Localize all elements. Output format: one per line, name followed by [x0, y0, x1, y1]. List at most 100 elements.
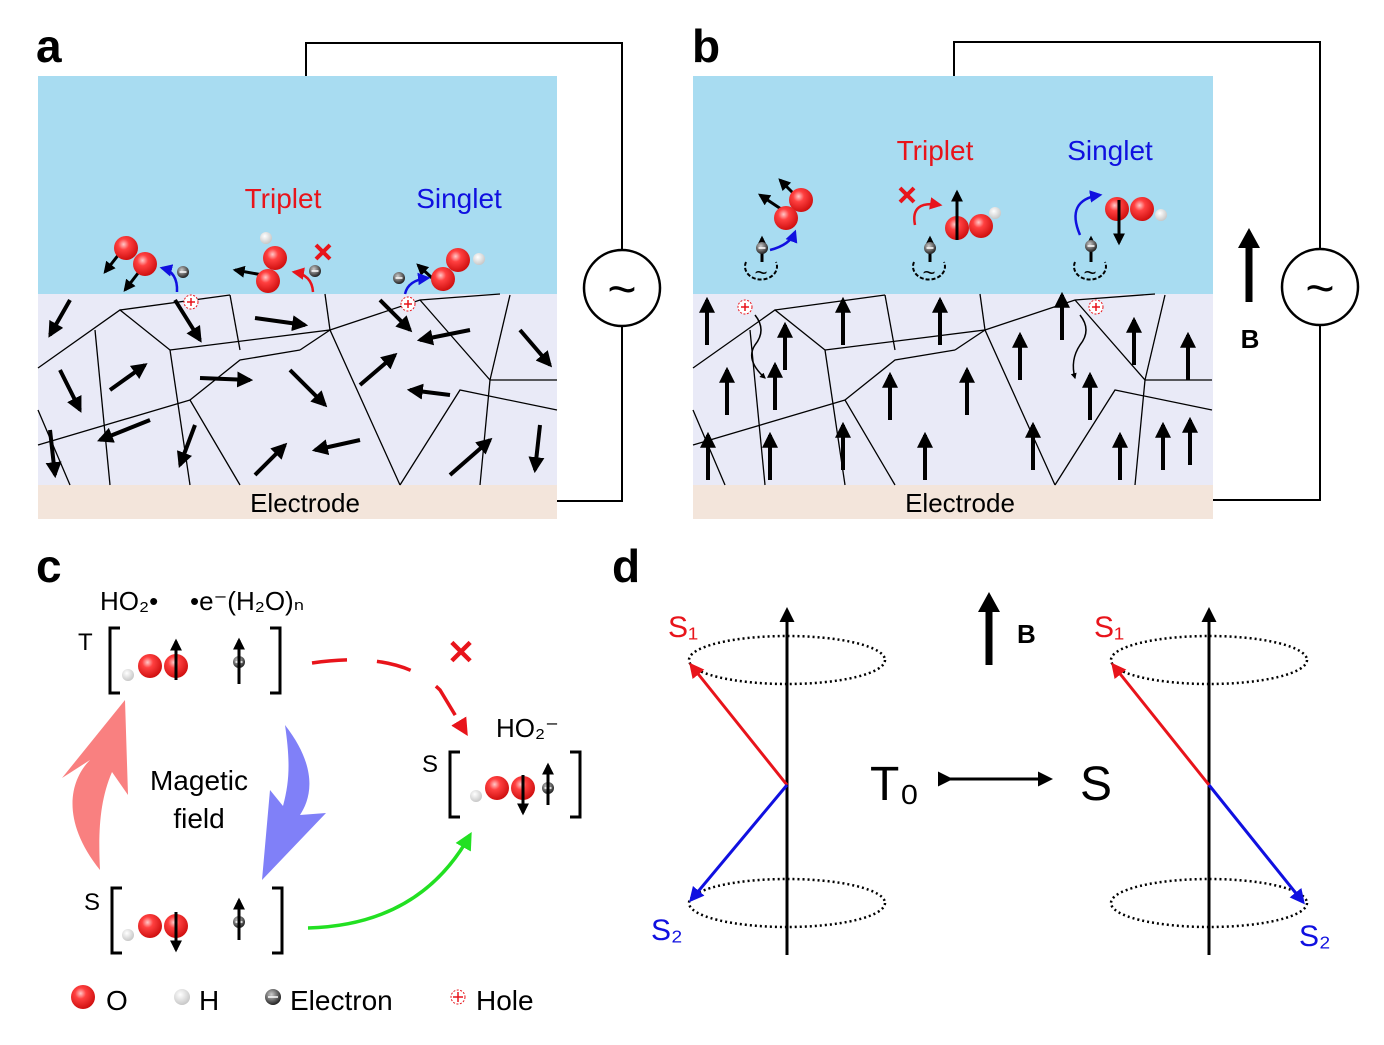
spin-s1-vector: [1111, 662, 1211, 786]
hydrogen-atom-icon: [473, 253, 485, 265]
oxygen-atom-icon: [256, 269, 280, 293]
oxygen-atom-icon: [114, 236, 138, 260]
grain-boundary: [94, 329, 111, 486]
hole-path: [750, 314, 766, 379]
panel-letter-c: c: [36, 540, 62, 592]
hydrogen-atom-icon: [260, 232, 272, 244]
polarization-arrow: [173, 298, 202, 343]
legend-label: Electron: [290, 985, 393, 1016]
oxygen-atom-icon: [485, 776, 509, 800]
precession-cone: [687, 634, 887, 686]
electron-transfer-arrow: [159, 264, 179, 293]
product-state-label: S: [422, 751, 438, 778]
panel-c: c HO₂• •e⁻(H₂O)ₙ T S S HO₂⁻ Magetic fiel…: [36, 540, 582, 955]
blue-conversion-arrow-icon: [262, 725, 326, 880]
circuit-wire: [557, 326, 623, 502]
hydrogen-atom-icon: [1155, 209, 1167, 221]
hole-path: [1070, 314, 1087, 380]
blocked-cross-icon: [314, 243, 332, 261]
electron-transfer-arrow: [1074, 190, 1103, 236]
magnetic-field-arrowhead: [978, 592, 1000, 612]
polarization-arrow: [199, 371, 254, 388]
polarization-arrow: [108, 363, 148, 392]
grain-boundary: [954, 329, 986, 351]
grain-boundary: [1134, 379, 1146, 486]
bracket: [448, 750, 582, 819]
precession-cone: [1109, 877, 1309, 929]
panel-b: b Electrode ~ B Triplet Singlet ~ ~ ~: [692, 20, 1360, 519]
ac-symbol: ~: [1305, 260, 1334, 316]
panel-a: a Electrode ~ Triplet Singlet: [36, 20, 662, 519]
grain-boundary: [189, 349, 301, 401]
singlet-label: Singlet: [416, 183, 502, 214]
polarization-arrow: [518, 328, 553, 368]
s2-label: S₂: [651, 914, 683, 947]
s1-label: S₁: [1094, 611, 1124, 644]
oxygen-atom-icon: [138, 654, 162, 678]
vortex-symbol: ~: [755, 260, 768, 285]
panel-letter-b: b: [692, 20, 720, 72]
oxygen-atom-icon: [71, 985, 95, 1009]
vortex-icon: [912, 261, 946, 281]
molecules: ~ ~ ~: [737, 178, 1167, 380]
polarization-arrow: [378, 298, 413, 333]
vortex-symbol: ~: [923, 260, 936, 285]
polarization-arrow: [288, 368, 328, 408]
electrode-label: Electrode: [905, 488, 1015, 518]
singlet-state-label: S: [84, 889, 100, 916]
circuit-wire: [305, 42, 623, 250]
electron-transfer-arrow: [769, 229, 798, 252]
vortex-icon: [1073, 261, 1107, 281]
s2-label: S₂: [1299, 920, 1331, 953]
molecule-complexes: [108, 626, 582, 955]
blocked-cross-icon: [898, 186, 916, 204]
spin-s2-vector: [689, 784, 789, 903]
grain-boundary: [299, 329, 331, 351]
domain-arrows: [45, 298, 553, 479]
precession-cone: [687, 877, 887, 929]
electron-transfer-arrow: [913, 197, 943, 226]
solvated-electron-label: •e⁻(H₂O)ₙ: [190, 586, 304, 616]
radical-label: HO₂•: [100, 586, 158, 616]
grain-boundary: [37, 409, 71, 486]
oxygen-atom-icon: [1105, 197, 1129, 221]
hydrogen-atom-icon: [122, 669, 134, 681]
oxygen-atom-icon: [446, 248, 470, 272]
oxygen-atom-icon: [774, 206, 798, 230]
grain-boundary: [749, 329, 766, 486]
panel-letter-a: a: [36, 20, 62, 72]
triplet-label: Triplet: [897, 135, 974, 166]
circuit-wire: [953, 41, 1321, 249]
polarization-arrow: [448, 437, 493, 477]
panel-letter-d: d: [612, 540, 640, 592]
grain-boundary: [774, 294, 886, 311]
legend-label: O: [106, 985, 128, 1016]
grain-boundary: [399, 389, 558, 486]
precession-cone: [1109, 634, 1309, 686]
polarization-arrow: [48, 299, 72, 338]
vortex-symbol: ~: [1084, 260, 1097, 285]
oxygen-atom-icon: [263, 246, 287, 270]
bracket: [108, 626, 282, 695]
polarization-arrow: [253, 442, 288, 477]
electrode-label: Electrode: [250, 488, 360, 518]
polarization-arrow: [416, 328, 471, 346]
polarization-arrow: [406, 383, 451, 400]
grain-boundary: [844, 349, 956, 401]
field-text: Magetic: [150, 765, 248, 796]
polarization-arrow: [254, 315, 309, 332]
oxygen-atom-icon: [138, 914, 162, 938]
polarization-arrow: [358, 352, 398, 387]
vortex-icon: [744, 261, 778, 281]
hole-plus: [404, 300, 412, 308]
oxygen-atom-icon: [969, 214, 993, 238]
molecules: [103, 232, 485, 312]
grain-boundary: [229, 294, 241, 351]
pink-conversion-arrow-icon: [62, 700, 128, 870]
hydrogen-atom-icon: [989, 207, 1001, 219]
electrode: [38, 485, 557, 519]
hole-plus: [187, 298, 195, 306]
grain-boundary: [1144, 294, 1166, 381]
spin-s2-vector: [1207, 784, 1305, 905]
